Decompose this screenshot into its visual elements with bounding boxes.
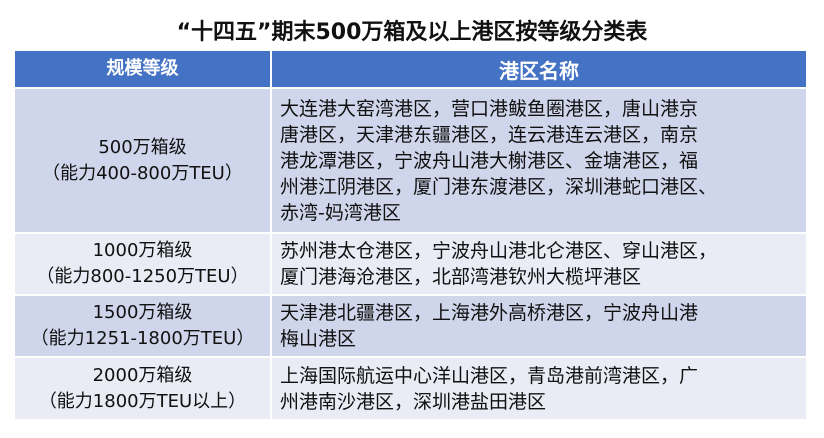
scale-level-cell: 1500万箱级 （能力1251-1800万TEU） bbox=[13, 294, 272, 358]
port-names-line: 大连港大窑湾港区，营口港鲅鱼圈港区，唐山港京 bbox=[280, 97, 699, 120]
port-names-cell: 上海国际航运中心洋山港区，青岛港前湾港区，广 州港南沙港区，深圳港盐田港区 bbox=[270, 356, 808, 421]
scale-level-cell: 1000万箱级 （能力800-1250万TEU） bbox=[13, 232, 272, 296]
port-names-line: 天津港北疆港区，上海港外高桥港区，宁波舟山港 bbox=[280, 302, 699, 324]
table-header-row: 规模等级 港区名称 bbox=[13, 49, 808, 89]
capacity-label: （能力1800万TEU以上） bbox=[38, 390, 247, 412]
capacity-label: （能力800-1250万TEU） bbox=[36, 266, 249, 287]
capacity-label: （能力1251-1800万TEU） bbox=[30, 328, 255, 349]
port-names-line: 厦门港海沧港区，北部湾港钦州大榄坪港区 bbox=[280, 266, 642, 288]
capacity-label: （能力400-800万TEU） bbox=[42, 162, 243, 184]
port-names-line: 港龙潭港区，宁波舟山港大榭港区、金塘港区，福 bbox=[280, 149, 699, 172]
table-row: 1000万箱级 （能力800-1250万TEU） 苏州港太仓港区，宁波舟山港北仑港区… bbox=[13, 232, 808, 296]
page-title: “十四五”期末500万箱及以上港区按等级分类表 bbox=[176, 20, 648, 45]
header-port-name: 港区名称 bbox=[270, 49, 808, 89]
port-names-cell: 天津港北疆港区，上海港外高桥港区，宁波舟山港 梅山港区 bbox=[270, 294, 808, 358]
port-classification-table: 规模等级 港区名称 500万箱级 （能力400-800万TEU） 大连港大窑湾港区，… bbox=[13, 49, 808, 421]
table-row: 2000万箱级 （能力1800万TEU以上） 上海国际航运中心洋山港区，青岛港前湾港… bbox=[13, 356, 808, 421]
scale-level-cell: 2000万箱级 （能力1800万TEU以上） bbox=[13, 356, 272, 421]
level-label: 1500万箱级 bbox=[92, 302, 193, 323]
port-names-line: 赤湾-妈湾港区 bbox=[280, 201, 401, 224]
port-names-line: 上海国际航运中心洋山港区，青岛港前湾港区，广 bbox=[280, 364, 699, 387]
scale-level-cell: 500万箱级 （能力400-800万TEU） bbox=[13, 87, 272, 234]
port-names-cell: 苏州港太仓港区，宁波舟山港北仑港区、穿山港区， 厦门港海沧港区，北部湾港钦州大榄坪… bbox=[270, 232, 808, 296]
port-names-line: 州港南沙港区，深圳港盐田港区 bbox=[280, 390, 547, 413]
port-names-line: 州港江阴港区，厦门港东渡港区，深圳港蛇口港区、 bbox=[280, 175, 718, 198]
port-names-line: 苏州港太仓港区，宁波舟山港北仑港区、穿山港区， bbox=[280, 240, 718, 262]
port-names-cell: 大连港大窑湾港区，营口港鲅鱼圈港区，唐山港京 唐港区，天津港东疆港区，连云港连云港… bbox=[270, 87, 808, 234]
table-row: 500万箱级 （能力400-800万TEU） 大连港大窑湾港区，营口港鲅鱼圈港区，唐… bbox=[13, 87, 808, 234]
header-scale-level: 规模等级 bbox=[13, 49, 272, 89]
port-names-line: 唐港区，天津港东疆港区，连云港连云港区，南京 bbox=[280, 123, 699, 146]
level-label: 2000万箱级 bbox=[92, 364, 193, 386]
port-names-line: 梅山港区 bbox=[280, 328, 357, 350]
level-label: 1000万箱级 bbox=[92, 240, 193, 261]
table-row: 1500万箱级 （能力1251-1800万TEU） 天津港北疆港区，上海港外高桥港区… bbox=[13, 294, 808, 358]
level-label: 500万箱级 bbox=[98, 136, 187, 158]
